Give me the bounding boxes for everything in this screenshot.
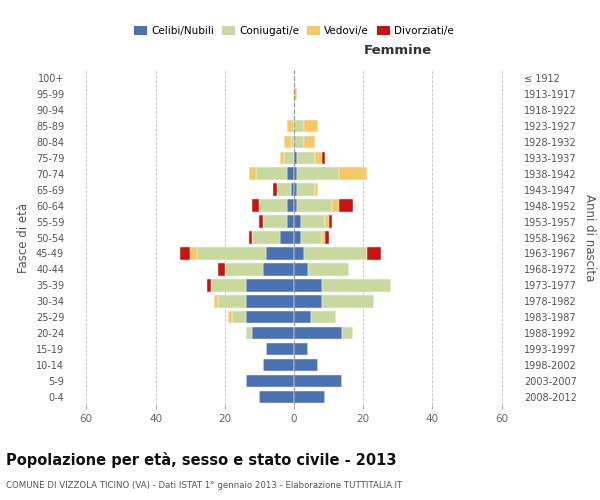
Bar: [329, 216, 332, 228]
Bar: [287, 200, 294, 212]
Bar: [263, 263, 294, 276]
Bar: [298, 200, 332, 212]
Bar: [259, 200, 287, 212]
Bar: [232, 311, 245, 324]
Bar: [315, 184, 318, 196]
Bar: [294, 120, 304, 132]
Bar: [277, 184, 290, 196]
Bar: [287, 120, 294, 132]
Bar: [259, 216, 263, 228]
Bar: [266, 343, 294, 355]
Y-axis label: Fasce di età: Fasce di età: [17, 202, 30, 272]
Bar: [259, 391, 294, 403]
Bar: [294, 232, 301, 243]
Bar: [228, 311, 232, 324]
Bar: [211, 279, 245, 291]
Bar: [208, 279, 211, 291]
Bar: [197, 247, 266, 260]
Bar: [245, 327, 253, 340]
Bar: [325, 232, 329, 243]
Bar: [294, 343, 308, 355]
Bar: [287, 216, 294, 228]
Bar: [284, 152, 294, 164]
Bar: [245, 295, 294, 308]
Legend: Celibi/Nubili, Coniugati/e, Vedovi/e, Divorziati/e: Celibi/Nubili, Coniugati/e, Vedovi/e, Di…: [130, 22, 458, 40]
Bar: [294, 391, 325, 403]
Text: COMUNE DI VIZZOLA TICINO (VA) - Dati ISTAT 1° gennaio 2013 - Elaborazione TUTTIT: COMUNE DI VIZZOLA TICINO (VA) - Dati IST…: [6, 481, 402, 490]
Bar: [287, 168, 294, 180]
Bar: [343, 327, 353, 340]
Bar: [190, 247, 197, 260]
Bar: [322, 152, 325, 164]
Bar: [218, 263, 225, 276]
Bar: [304, 247, 367, 260]
Bar: [308, 263, 349, 276]
Bar: [280, 152, 284, 164]
Bar: [322, 295, 374, 308]
Text: Femmine: Femmine: [364, 44, 431, 57]
Bar: [339, 168, 367, 180]
Bar: [294, 152, 298, 164]
Bar: [263, 359, 294, 372]
Bar: [294, 359, 318, 372]
Bar: [294, 168, 298, 180]
Bar: [266, 247, 294, 260]
Bar: [290, 136, 294, 148]
Bar: [245, 311, 294, 324]
Bar: [367, 247, 380, 260]
Bar: [290, 184, 294, 196]
Bar: [294, 88, 298, 100]
Bar: [294, 247, 304, 260]
Bar: [273, 184, 277, 196]
Bar: [311, 311, 335, 324]
Bar: [180, 247, 190, 260]
Bar: [280, 232, 294, 243]
Bar: [294, 200, 298, 212]
Bar: [256, 168, 287, 180]
Bar: [245, 279, 294, 291]
Bar: [294, 136, 304, 148]
Bar: [263, 216, 287, 228]
Bar: [253, 200, 259, 212]
Text: Popolazione per età, sesso e stato civile - 2013: Popolazione per età, sesso e stato civil…: [6, 452, 397, 468]
Bar: [249, 168, 256, 180]
Bar: [214, 295, 218, 308]
Bar: [294, 279, 322, 291]
Bar: [301, 216, 325, 228]
Bar: [294, 311, 311, 324]
Bar: [298, 168, 339, 180]
Bar: [322, 279, 391, 291]
Bar: [253, 232, 280, 243]
Bar: [304, 136, 315, 148]
Bar: [294, 375, 343, 388]
Y-axis label: Anni di nascita: Anni di nascita: [583, 194, 596, 281]
Bar: [315, 152, 322, 164]
Bar: [294, 327, 343, 340]
Bar: [304, 120, 318, 132]
Bar: [298, 184, 315, 196]
Bar: [294, 184, 298, 196]
Bar: [325, 216, 329, 228]
Bar: [339, 200, 353, 212]
Bar: [332, 200, 339, 212]
Bar: [284, 136, 290, 148]
Bar: [245, 375, 294, 388]
Bar: [294, 216, 301, 228]
Bar: [298, 152, 315, 164]
Bar: [225, 263, 263, 276]
Bar: [294, 295, 322, 308]
Bar: [218, 295, 245, 308]
Bar: [294, 263, 308, 276]
Bar: [301, 232, 322, 243]
Bar: [322, 232, 325, 243]
Bar: [253, 327, 294, 340]
Bar: [249, 232, 253, 243]
